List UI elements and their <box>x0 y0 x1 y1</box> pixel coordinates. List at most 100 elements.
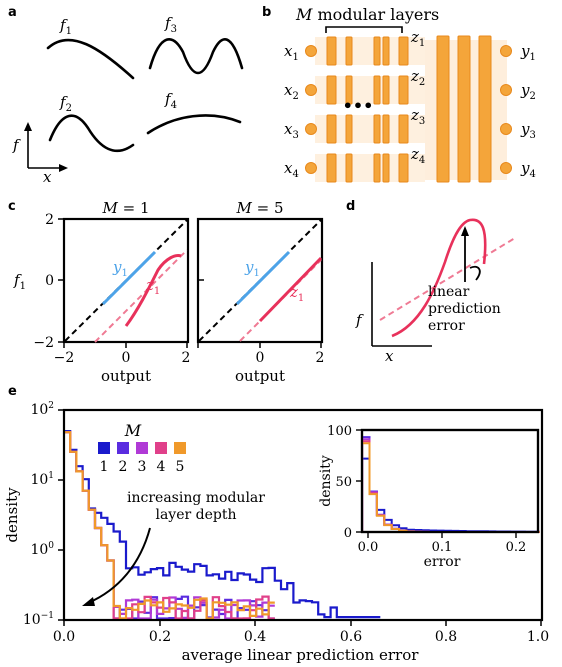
error-hook <box>469 265 481 281</box>
y1-label: y1 <box>112 258 128 279</box>
annotation-line-2: prediction <box>428 301 501 317</box>
layers-ellipsis: ••• <box>343 96 374 115</box>
modular-layer-unit <box>398 75 409 105</box>
e-ytick-100: 102 <box>30 401 54 418</box>
e-xtick-0: 0.0 <box>53 629 75 645</box>
modular-layer-unit <box>326 153 337 183</box>
c1-x-axis-label: output <box>101 367 151 385</box>
modular-layer-unit <box>373 36 381 66</box>
legend-label-m1: 1 <box>100 459 109 475</box>
panel-c: c M = 1 M = 5 y1 z1 2 0 −2 −2 0 2 f1 out… <box>8 199 324 385</box>
legend-swatch-m4 <box>155 442 167 454</box>
input-label: x2 <box>284 81 299 102</box>
inset-ytick-0: 0 <box>344 526 352 541</box>
e-xtick-1.0: 1.0 <box>527 629 549 645</box>
latent-label: z2 <box>410 67 425 88</box>
function-curve <box>391 218 487 338</box>
modular-layer-unit <box>373 153 381 183</box>
panel-b: b M modular layers x1 z1 y1 x2 z2 y2 x3 z3 y3 x4 z… <box>262 5 536 183</box>
legend-label-m3: 3 <box>138 459 147 475</box>
panel-e: e 102 101 100 10−1 0.0 0.2 0.4 0.6 0.8 1… <box>3 384 549 664</box>
modular-layer-unit <box>345 36 353 66</box>
panel-d-label: d <box>346 199 355 214</box>
dense-layer <box>436 35 450 183</box>
subplot-m5: y1 z1 <box>196 217 324 348</box>
z1-curve <box>124 254 182 327</box>
depth-arrowhead <box>82 597 95 606</box>
panel-d-axes <box>371 262 432 347</box>
subplot-m1: y1 z1 <box>58 217 190 348</box>
z1-label: z1 <box>289 283 304 304</box>
inset-xtick-0.1: 0.1 <box>432 540 453 555</box>
latent-label: z1 <box>410 28 425 49</box>
f2-label: f2 <box>59 93 72 114</box>
histogram-m5 <box>64 431 275 620</box>
inset-ytick-100: 100 <box>327 424 352 439</box>
main-plot-frame <box>62 408 544 622</box>
y1-line <box>101 250 157 306</box>
legend-swatch-m5 <box>174 442 186 454</box>
inset-x-axis-label: error <box>424 554 461 570</box>
legend-swatch-m1 <box>98 442 110 454</box>
output-node <box>500 123 512 135</box>
panel-a-x-label: x <box>43 168 52 186</box>
modular-layer-unit <box>345 75 353 105</box>
panel-a: a f1 f3 f2 f4 f x <box>8 5 244 186</box>
modular-layer-unit <box>326 36 337 66</box>
c2-xtick-0: 0 <box>256 350 265 366</box>
input-label: x3 <box>284 120 299 141</box>
modular-layer-unit <box>382 36 390 66</box>
c1-xtick-neg2: −2 <box>54 350 75 366</box>
modular-layers-title: M modular layers <box>295 5 439 24</box>
input-node <box>305 84 317 96</box>
output-node <box>500 84 512 96</box>
legend-title: M <box>124 421 142 440</box>
histogram-m1 <box>64 430 381 619</box>
modular-layer-unit <box>398 153 409 183</box>
modular-layer-unit <box>345 153 353 183</box>
input-node <box>305 45 317 57</box>
z1-label: z1 <box>145 276 160 297</box>
subplot-m1-title: M = 1 <box>101 199 149 217</box>
legend-swatch-m2 <box>117 442 129 454</box>
e-y-axis-label: density <box>3 487 21 543</box>
z1-linear-fit-line <box>94 249 188 343</box>
panel-b-label: b <box>262 5 271 20</box>
e-x-ticks <box>63 620 542 626</box>
panel-c-label: c <box>8 199 16 214</box>
c-ytick-2: 2 <box>45 212 54 228</box>
c-y-axis-label: f1 <box>13 271 26 292</box>
panel-d-y-label: f <box>355 311 364 329</box>
panel-a-axes <box>24 122 68 172</box>
inset-xtick-0: 0.0 <box>358 540 379 555</box>
c1-xtick-2: 2 <box>182 350 191 366</box>
legend-label-m2: 2 <box>119 459 128 475</box>
z1-line <box>258 256 323 323</box>
f1-label: f1 <box>59 16 72 37</box>
e-ytick-10: 101 <box>30 471 54 488</box>
output-label: y4 <box>520 159 536 180</box>
e-xtick-0.8: 0.8 <box>435 629 457 645</box>
panel-a-y-label: f <box>12 136 21 154</box>
f1-curve <box>46 38 135 80</box>
f4-curve <box>146 114 242 135</box>
e-ytick-1: 100 <box>30 541 54 558</box>
dense-layer <box>478 35 492 183</box>
inset-ytick-50: 50 <box>335 475 352 490</box>
inset-xtick-0.2: 0.2 <box>506 540 527 555</box>
y1-line <box>235 250 291 306</box>
arrow-text-line-1: increasing modular <box>127 490 265 506</box>
legend-label-m5: 5 <box>176 459 185 475</box>
c-ytick-0: 0 <box>45 273 54 289</box>
output-label: y2 <box>520 81 536 102</box>
e-xtick-0.2: 0.2 <box>149 629 171 645</box>
output-label: y1 <box>520 42 536 63</box>
modular-layer-unit <box>326 75 337 105</box>
legend-swatch-m3 <box>136 442 148 454</box>
modular-layer-unit <box>382 153 390 183</box>
f4-label: f4 <box>164 90 177 111</box>
output-label: y3 <box>520 120 536 141</box>
latent-label: z4 <box>410 145 425 166</box>
input-node <box>305 162 317 174</box>
